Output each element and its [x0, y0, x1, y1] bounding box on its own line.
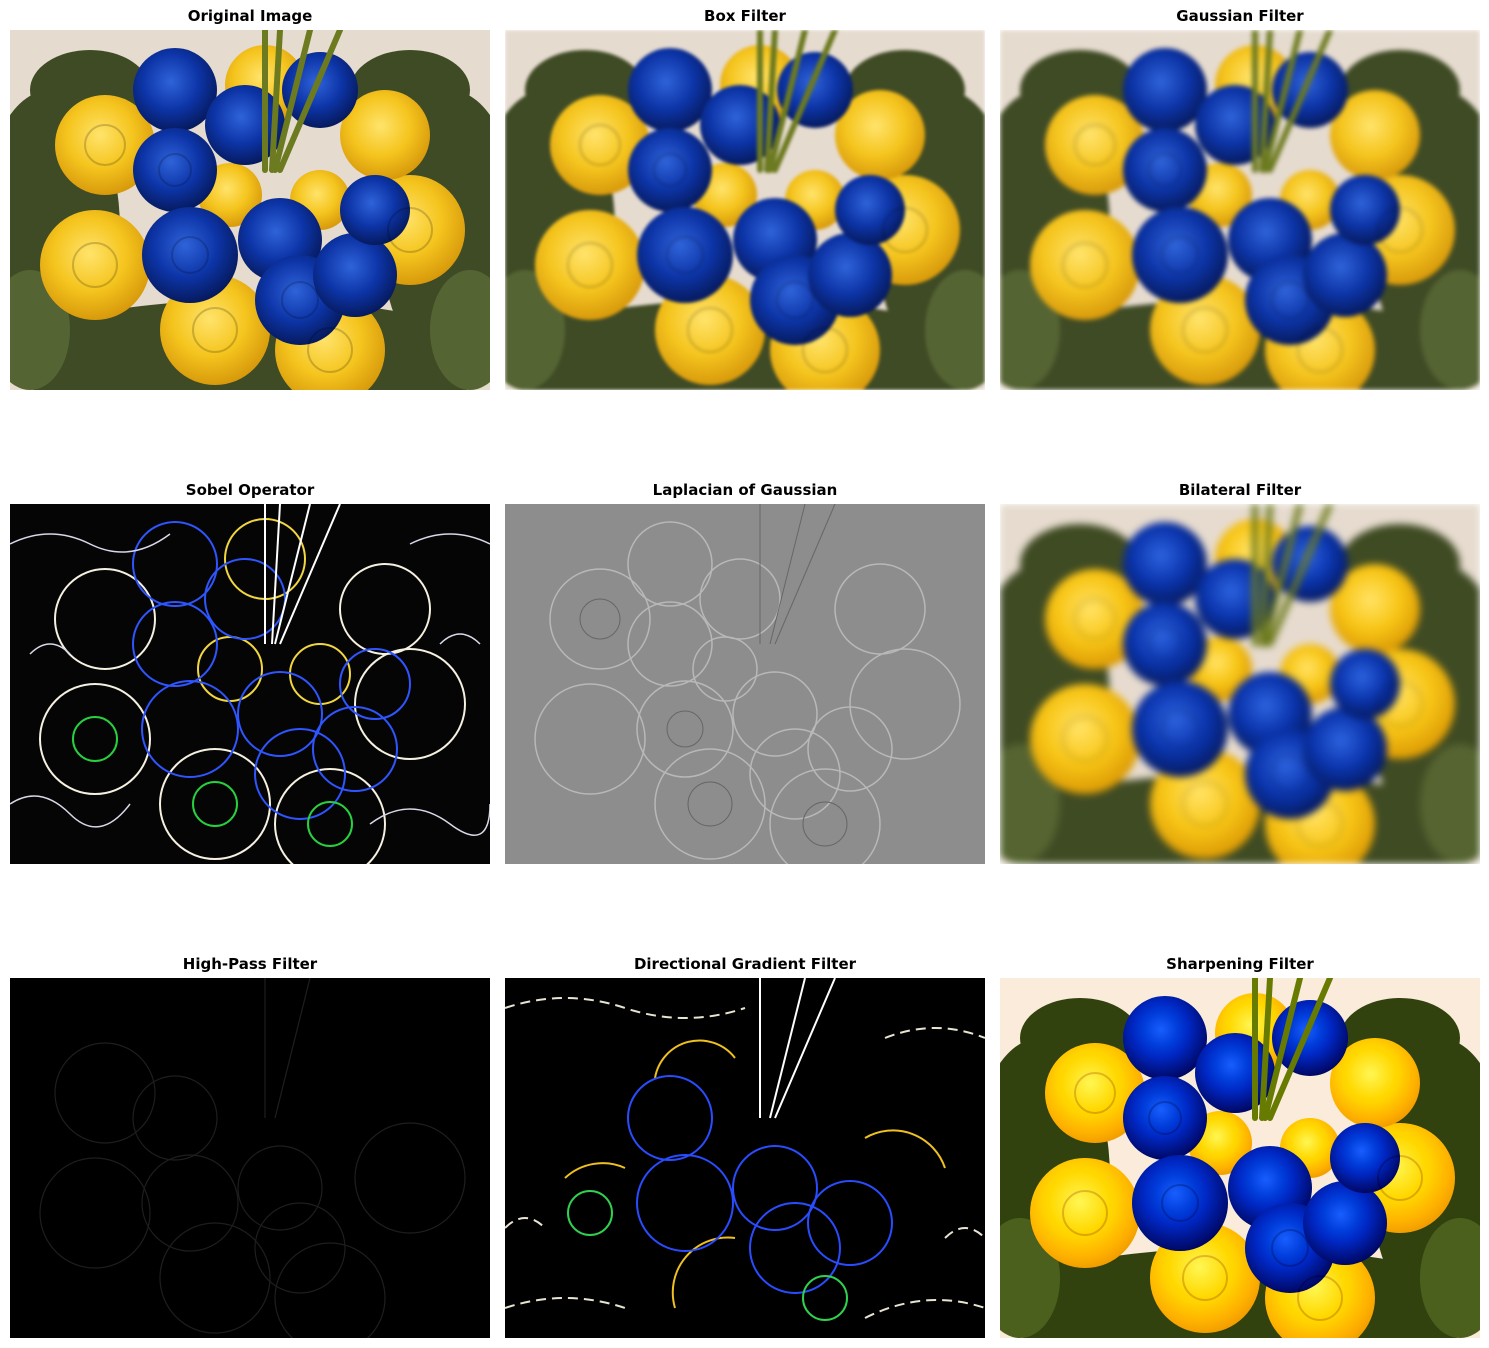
bouquet-edges-log-icon: [505, 504, 985, 864]
bouquet-photo-gaussian-icon: [1000, 30, 1480, 390]
panel-title: Laplacian of Gaussian: [652, 481, 838, 499]
panel-sharpening: Sharpening Filter: [1000, 955, 1480, 1338]
bouquet-photo-sharpened-icon: [1000, 978, 1480, 1338]
panel-title: Box Filter: [704, 7, 786, 25]
panel-laplacian: Laplacian of Gaussian: [505, 481, 985, 864]
panel-title: Bilateral Filter: [1178, 481, 1302, 499]
panel-title: Sharpening Filter: [1166, 955, 1314, 973]
panel-high-pass: High-Pass Filter: [10, 955, 490, 1338]
panel-bilateral: Bilateral Filter: [1000, 481, 1480, 864]
bouquet-photo-bilateral-icon: [1000, 504, 1480, 864]
bouquet-gradient-icon: [505, 978, 985, 1338]
panel-box-filter: Box Filter: [505, 7, 985, 390]
panel-title: Directional Gradient Filter: [633, 955, 857, 973]
panel-title: Gaussian Filter: [1176, 7, 1304, 25]
bouquet-photo-blurred-icon: [505, 30, 985, 390]
panel-title: High-Pass Filter: [182, 955, 318, 973]
panel-gaussian-filter: Gaussian Filter: [1000, 7, 1480, 390]
panel-original: Original Image: [10, 7, 490, 390]
panel-title: Sobel Operator: [185, 481, 315, 499]
bouquet-edges-sobel-icon: [10, 504, 490, 864]
panel-directional-gradient: Directional Gradient Filter: [505, 955, 985, 1338]
panel-sobel: Sobel Operator: [10, 481, 490, 864]
bouquet-highpass-icon: [10, 978, 490, 1338]
bouquet-photo-icon: [10, 30, 490, 390]
panel-title: Original Image: [187, 7, 313, 25]
